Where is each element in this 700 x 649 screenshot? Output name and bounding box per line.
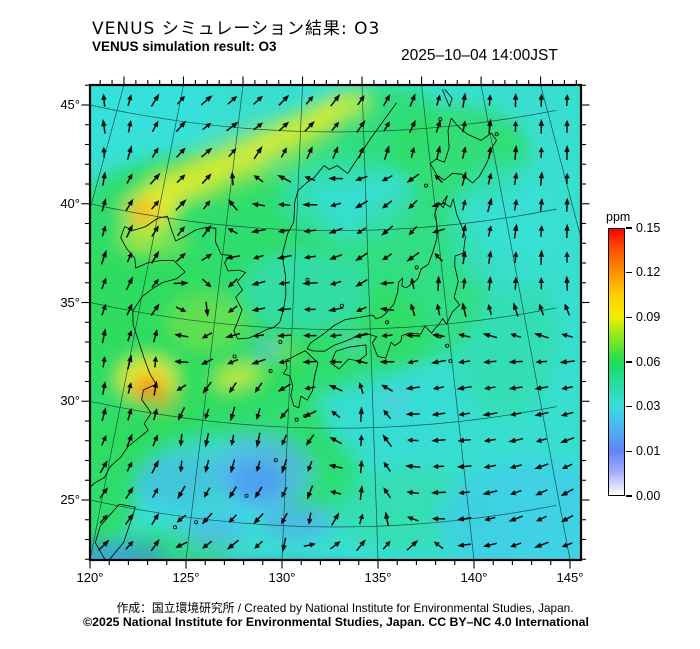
- lon-tick-label: 140°: [460, 570, 488, 585]
- colorbar-tick-label: 0.15: [636, 220, 661, 235]
- colorbar-tick-mark: [626, 495, 632, 497]
- lat-tick-label: 40°: [60, 195, 80, 211]
- title-japanese: VENUS シミュレーション結果: O3: [92, 19, 381, 39]
- colorbar-tick-mark: [626, 450, 632, 453]
- lon-tick-label: 135°: [364, 570, 392, 585]
- colorbar-tick-label: 0.09: [636, 309, 661, 324]
- colorbar-tick-label: 0.00: [636, 488, 661, 503]
- lat-tick-label: 35°: [60, 294, 80, 310]
- map-inner: [90, 85, 581, 560]
- colorbar-unit: ppm: [606, 210, 631, 224]
- colorbar-tick-label: 0.06: [636, 354, 661, 369]
- colorbar-tick-mark: [626, 405, 632, 408]
- colorbar-tick-label: 0.03: [636, 399, 661, 414]
- colorbar-tick-label: 0.12: [636, 265, 661, 280]
- graticule: [90, 85, 581, 560]
- o3-field: [90, 85, 581, 560]
- lon-tick-label: 120°: [76, 570, 104, 585]
- lon-tick-label: 125°: [172, 570, 200, 585]
- credit-line-2: ©2025 National Institute for Environment…: [83, 615, 589, 629]
- lat-tick-label: 30°: [60, 393, 80, 409]
- colorbar-tick-mark: [626, 316, 632, 319]
- lon-tick-label: 145°: [556, 570, 584, 585]
- colorbar-tick-mark: [626, 227, 632, 229]
- axis-ticks: [81, 76, 590, 569]
- timestamp: 2025–10–04 14:00JST: [401, 47, 558, 64]
- title-english: VENUS simulation result: O3: [92, 39, 277, 54]
- lon-tick-label: 130°: [268, 570, 296, 585]
- lat-tick-label: 45°: [60, 97, 80, 112]
- wind-vectors: [97, 92, 575, 553]
- colorbar-tick-mark: [626, 271, 632, 274]
- colorbar-tick-label: 0.01: [636, 443, 661, 458]
- colorbar: [608, 228, 625, 496]
- colorbar-tick-mark: [626, 361, 632, 363]
- map-frame: [88, 83, 583, 562]
- lat-tick-label: 25°: [60, 492, 80, 507]
- credit-line-1: 作成：国立環境研究所 / Created by National Institu…: [116, 601, 574, 615]
